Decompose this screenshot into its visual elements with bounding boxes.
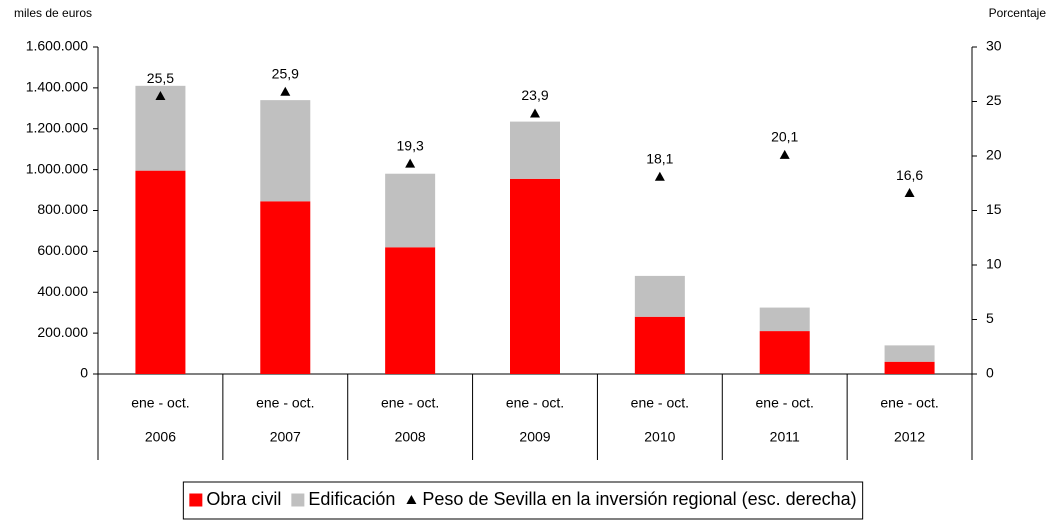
x-tick-label: 2011: [770, 429, 800, 445]
marker: [904, 188, 915, 198]
y-tick-label: 1.400.000: [26, 79, 88, 95]
legend-label: Edificación: [308, 489, 395, 509]
y-tick-label: 400.000: [37, 283, 88, 299]
legend-box: [182, 481, 864, 520]
bar: [260, 100, 311, 202]
bar: [759, 307, 810, 332]
y2-tick-label: 0: [986, 365, 994, 381]
data-label: 16,6: [896, 167, 923, 183]
x-tick-label: ene - oct.: [131, 395, 189, 411]
x-tick-label: ene - oct.: [631, 395, 689, 411]
bar: [634, 316, 685, 374]
y-tick-label: 600.000: [37, 242, 88, 258]
x-tick-label: 2012: [894, 429, 925, 445]
y-tick-label: 1.600.000: [26, 38, 88, 54]
marker: [155, 91, 166, 101]
x-tick-label: ene - oct.: [756, 395, 814, 411]
marker: [530, 108, 540, 118]
data-label: 25,9: [272, 65, 299, 81]
y-axis-label: miles de euros: [14, 6, 92, 20]
bar: [884, 345, 935, 362]
y2-tick-label: 25: [986, 92, 1002, 108]
x-tick-label: 2010: [644, 429, 675, 445]
legend-swatch: [291, 493, 305, 507]
bar: [759, 331, 810, 374]
marker: [779, 149, 790, 159]
data-label: 19,3: [397, 137, 424, 153]
data-label: 18,1: [646, 150, 673, 166]
x-tick-label: ene - oct.: [506, 395, 564, 411]
x-tick-label: 2009: [519, 429, 550, 445]
y-tick-label: 200.000: [37, 324, 88, 340]
y-tick-label: 1.200.000: [26, 119, 88, 135]
legend-swatch: [189, 493, 203, 507]
x-tick-label: ene - oct.: [381, 395, 439, 411]
legend-label: Peso de Sevilla en la inversión regional…: [422, 489, 856, 509]
x-tick-label: ene - oct.: [256, 395, 314, 411]
bar: [634, 275, 685, 317]
bar: [385, 247, 436, 374]
y2-tick-label: 15: [986, 201, 1002, 217]
legend-label: Obra civil: [206, 489, 281, 509]
x-tick-label: 2006: [145, 429, 176, 445]
legend-swatch: [406, 495, 417, 504]
y2-tick-label: 20: [986, 147, 1002, 163]
y-tick-label: 1.000.000: [26, 160, 88, 176]
marker: [280, 86, 291, 96]
y2-tick-label: 5: [986, 310, 994, 326]
marker: [654, 171, 665, 181]
x-tick-label: ene - oct.: [880, 395, 938, 411]
bar: [260, 201, 311, 374]
y-tick-label: 0: [80, 365, 88, 381]
y2-axis-label: Porcentaje: [989, 6, 1047, 20]
bar: [510, 121, 560, 179]
x-tick-label: 2008: [395, 429, 426, 445]
data-label: 23,9: [521, 87, 548, 103]
data-label: 20,1: [771, 129, 798, 145]
marker: [405, 158, 416, 168]
y2-tick-label: 10: [986, 256, 1002, 272]
data-label: 25,5: [147, 70, 174, 86]
x-tick-label: 2007: [270, 429, 301, 445]
y-tick-label: 800.000: [37, 201, 88, 217]
bar: [510, 178, 560, 374]
y2-tick-label: 30: [986, 38, 1002, 54]
bar: [135, 170, 186, 374]
bar: [884, 361, 935, 374]
bar: [385, 173, 436, 248]
